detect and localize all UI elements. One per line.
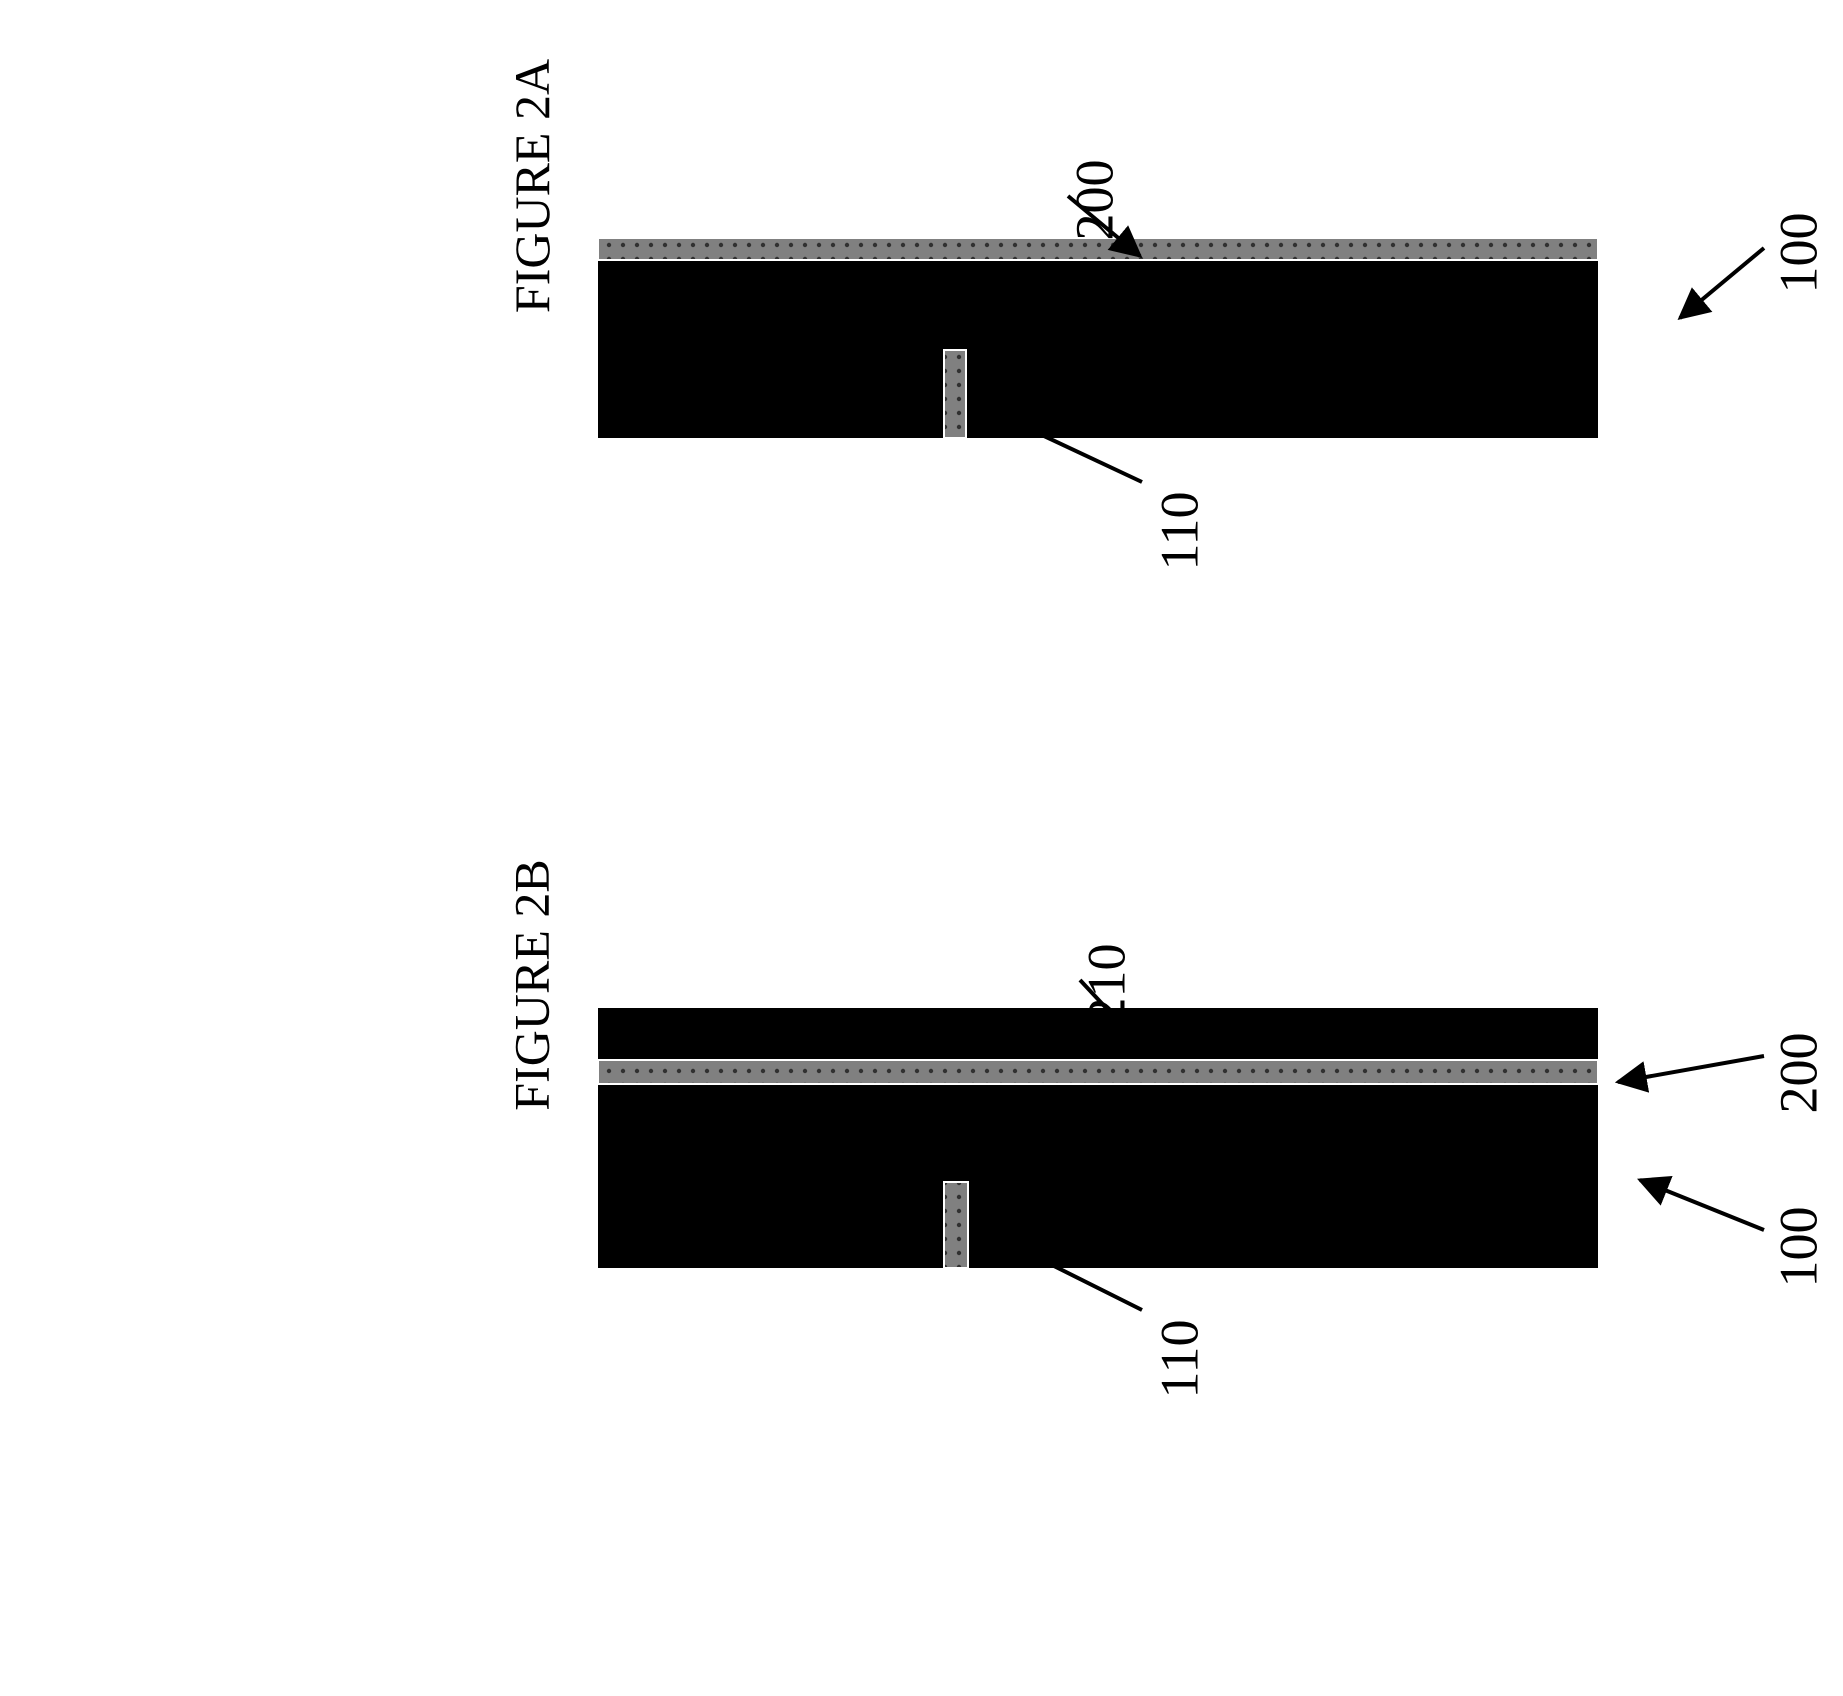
label-110-b: 110: [1149, 1320, 1211, 1399]
label-210-b: 210: [1076, 944, 1138, 1025]
label-200-b: 200: [1768, 1033, 1830, 1114]
arrow-100-b: [1640, 1180, 1764, 1230]
arrow-200-b: [1618, 1056, 1764, 1082]
label-100-b: 100: [1768, 1207, 1830, 1288]
figure-b-svg: [0, 0, 1843, 1696]
figure-b-key-strip: [944, 1182, 968, 1268]
figure-b-block: [598, 1008, 1598, 1268]
figure-b-mid-strip: [598, 1060, 1598, 1084]
page: FIGURE 2A FIGURE 2B 200 100 110: [0, 0, 1843, 1696]
